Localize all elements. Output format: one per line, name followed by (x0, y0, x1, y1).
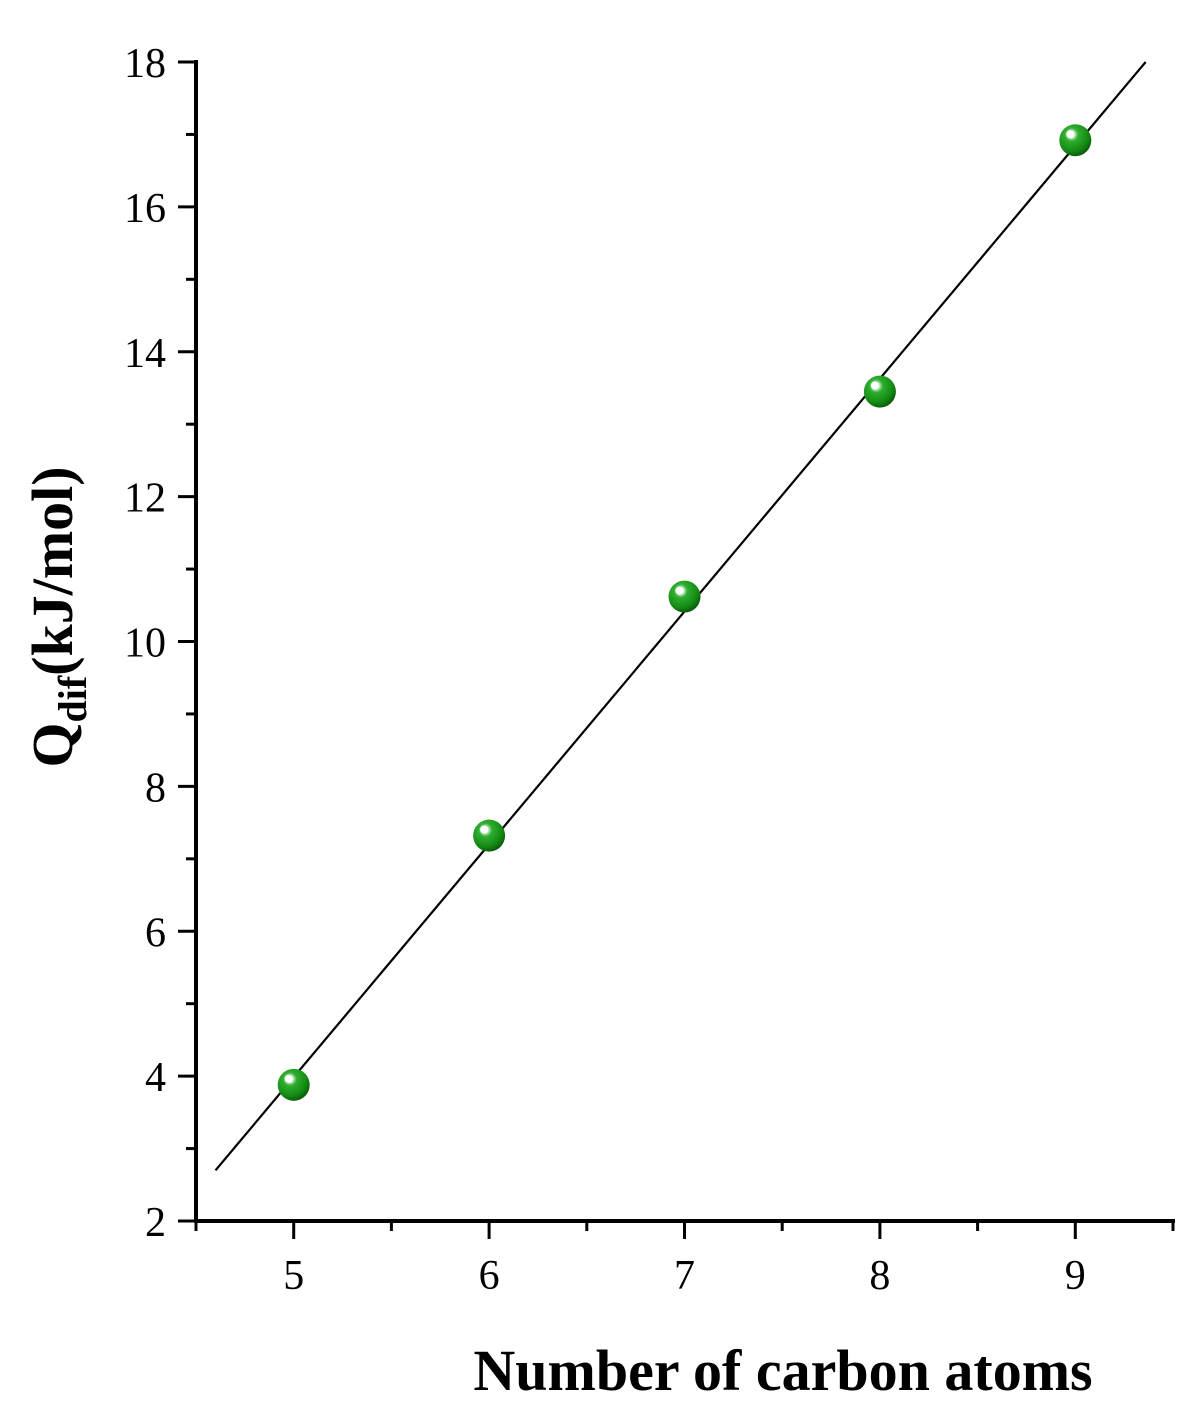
y-axis-label-unit: (kJ/mol) (20, 466, 85, 675)
data-point (668, 580, 701, 613)
y-axis-label: Qdif(kJ/mol) (20, 466, 95, 767)
linear-fit-line (214, 61, 1147, 1172)
data-point-highlight (675, 586, 684, 595)
data-point-marker (277, 1068, 310, 1101)
x-tick-label: 7 (674, 1253, 695, 1299)
data-point-highlight (870, 381, 879, 390)
y-tick-label: 14 (124, 331, 166, 377)
data-point-marker (473, 819, 506, 852)
data-point-highlight (284, 1074, 293, 1083)
y-tick-label: 10 (124, 621, 166, 667)
x-axis-label: Number of carbon atoms (473, 1338, 1092, 1403)
tick-labels: 2 4 6 8 10 12 14 16 18 5 6 7 8 9 (124, 41, 1086, 1299)
x-tick-label: 5 (283, 1253, 304, 1299)
data-point-highlight (1066, 130, 1075, 139)
data-point (863, 375, 896, 408)
y-tick-label: 16 (124, 186, 166, 232)
y-tick-label: 2 (145, 1200, 166, 1246)
data-point-marker (863, 375, 896, 408)
data-point-marker (1059, 124, 1092, 157)
fit-line-group (214, 61, 1147, 1172)
y-axis-label-main: Q (20, 723, 85, 768)
y-axis-label-subscript: dif (50, 675, 95, 722)
x-tick-label: 6 (479, 1253, 500, 1299)
y-tick-label: 12 (124, 476, 166, 522)
y-tick-label: 18 (124, 41, 166, 87)
data-point-highlight (480, 825, 489, 834)
data-point (277, 1068, 310, 1101)
x-tick-label: 9 (1065, 1253, 1086, 1299)
data-point (473, 819, 506, 852)
data-point (1059, 124, 1092, 157)
x-tick-label: 8 (869, 1253, 890, 1299)
axes (194, 60, 1175, 1223)
ticks (178, 60, 1175, 1239)
y-tick-label: 8 (145, 765, 166, 811)
data-point-marker (668, 580, 701, 613)
y-tick-label: 6 (145, 910, 166, 956)
y-tick-label: 4 (145, 1055, 166, 1101)
data-points (277, 124, 1092, 1101)
